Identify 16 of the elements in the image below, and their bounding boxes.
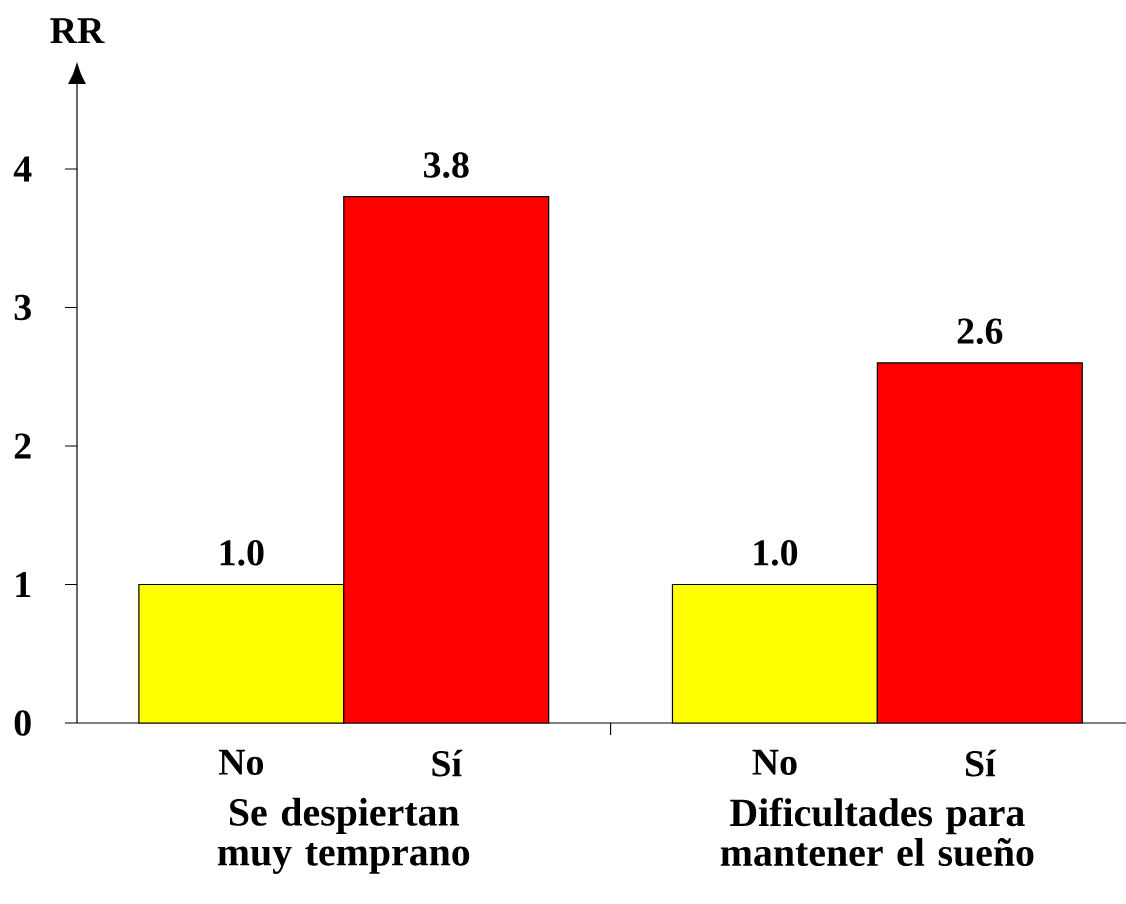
- data-label: 1.0: [220, 539, 264, 566]
- y-axis-title: RR: [50, 18, 105, 44]
- series-label: No: [218, 749, 264, 775]
- text: No: [752, 749, 797, 775]
- y-tick-label: 2: [14, 433, 31, 459]
- data-label: 2.6: [957, 318, 1003, 345]
- data-label: 1.0: [754, 539, 798, 566]
- y-tick-label: 0: [14, 710, 31, 736]
- y-tick-label: 4: [13, 156, 32, 182]
- x-tick-label: Dificultades para mantener el sueño: [720, 797, 1034, 867]
- data-label: 3.8: [423, 152, 469, 178]
- series-label: Sí: [432, 749, 463, 777]
- y-tick-label: 1: [16, 572, 31, 597]
- text: Sí: [966, 749, 997, 777]
- x-tick-label: Se despiertan muy temprano: [217, 797, 470, 874]
- y-tick-label: 3: [14, 294, 31, 321]
